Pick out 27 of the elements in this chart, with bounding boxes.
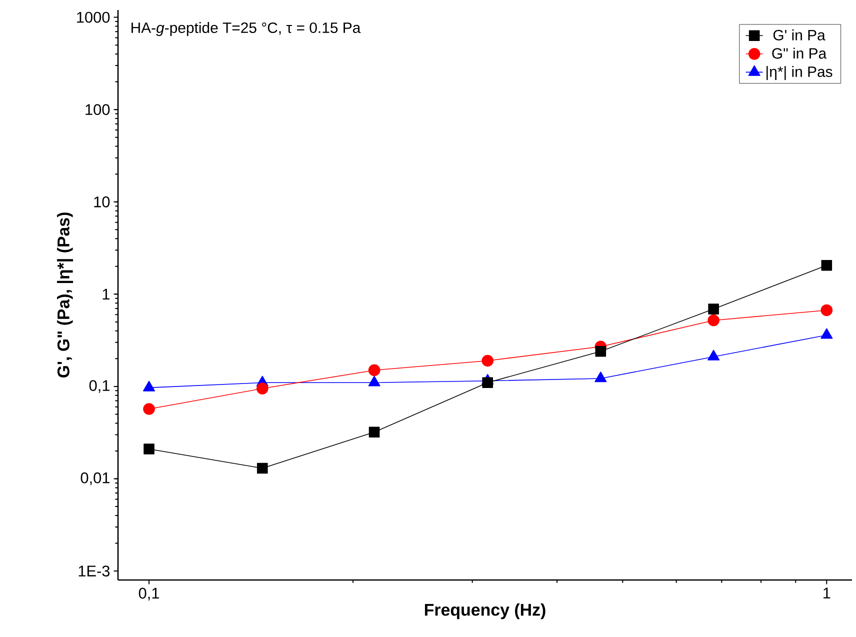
y-tick-label: 0,1 (89, 380, 110, 393)
x-axis-title: Frequency (Hz) (424, 603, 546, 620)
y-tick-label: 1000 (77, 12, 110, 23)
y-axis-title: G', G" (Pa), |η*| (Pas) (57, 212, 74, 378)
legend-label: G' in Pa (773, 29, 826, 40)
y-tick-label: 100 (86, 104, 110, 116)
point (256, 462, 268, 474)
point (595, 346, 606, 357)
point (594, 372, 607, 382)
y-tick-label: 1 (102, 288, 110, 300)
point (143, 403, 155, 415)
point (821, 260, 832, 271)
point (256, 382, 268, 394)
y-tick-label: 0,01 (80, 472, 110, 486)
point (708, 304, 719, 314)
point (368, 364, 380, 376)
point (820, 304, 833, 316)
point (144, 444, 154, 454)
point (368, 426, 380, 438)
point (482, 377, 494, 388)
legend-label: |η*| in Pas (766, 66, 832, 80)
point (482, 354, 494, 367)
legend-label: G" in Pa (772, 48, 827, 59)
annotation: HA-g-peptide T=25 °C, τ = 0.15 Pa (132, 22, 361, 36)
y-tick-label: 10 (94, 196, 110, 208)
y-tick-label: 1E-3 (78, 566, 110, 577)
point (708, 314, 720, 326)
